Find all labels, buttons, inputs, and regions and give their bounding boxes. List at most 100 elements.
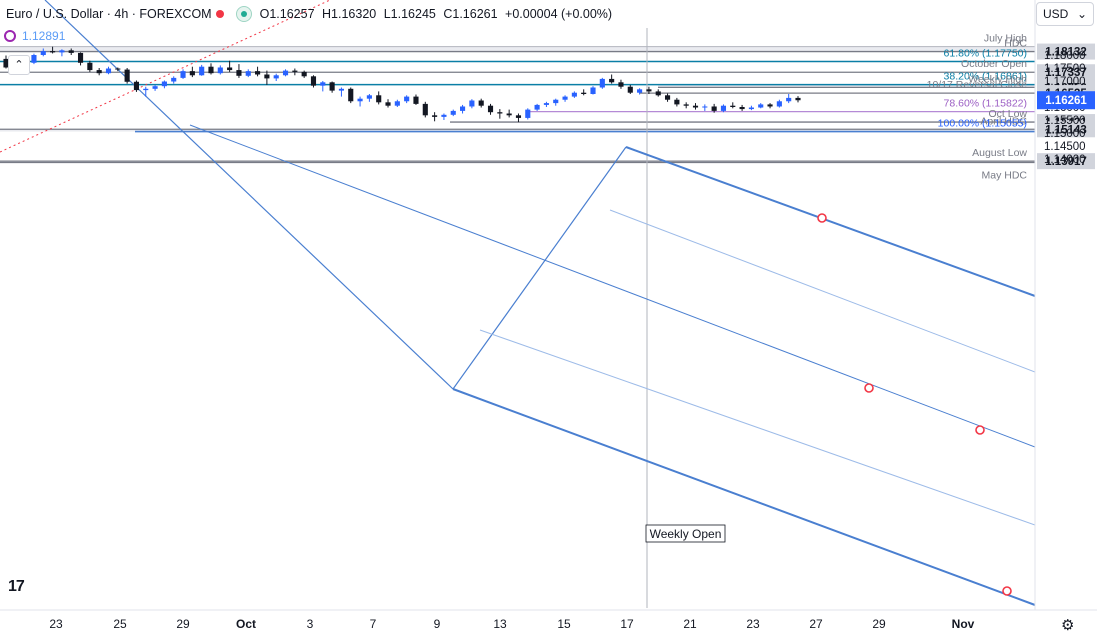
candle-body bbox=[683, 104, 689, 106]
x-tick-label: 7 bbox=[370, 617, 377, 631]
x-tick-label: 13 bbox=[493, 617, 507, 631]
x-tick-label: 17 bbox=[620, 617, 634, 631]
october-open-label: October Open bbox=[961, 58, 1027, 70]
candle-body bbox=[637, 89, 643, 93]
x-tick-label: 27 bbox=[809, 617, 823, 631]
channel-quarter-line bbox=[609, 209, 1035, 373]
april-hdc-price-tag-text: 1.15143 bbox=[1045, 124, 1087, 136]
x-tick-label: 23 bbox=[746, 617, 760, 631]
hdc-zone bbox=[0, 46, 1035, 52]
low-value: L1.16245 bbox=[383, 7, 436, 21]
last-price-text: 1.16261 bbox=[1045, 95, 1087, 107]
fib-382-label: 38.20% (1.16861) bbox=[944, 71, 1027, 83]
candle-body bbox=[776, 101, 782, 107]
candle-body bbox=[282, 70, 289, 76]
y-tick-label: 1.14500 bbox=[1044, 141, 1086, 153]
candle-body bbox=[96, 70, 102, 74]
weekly-open-label: Weekly Open bbox=[650, 527, 722, 541]
april-hdc-marker bbox=[975, 425, 985, 435]
candle-body bbox=[310, 76, 317, 86]
collapse-legend-button[interactable]: ⌃ bbox=[8, 55, 30, 75]
candle-body bbox=[478, 100, 484, 106]
candle-body bbox=[543, 103, 549, 105]
candle-body bbox=[748, 107, 754, 110]
candle-body bbox=[720, 105, 727, 111]
candle-body bbox=[758, 104, 764, 108]
x-tick-label: 23 bbox=[49, 617, 63, 631]
candle-body bbox=[50, 51, 56, 53]
august-low-price-tag-text: 1.13917 bbox=[1045, 156, 1087, 168]
candle-body bbox=[152, 86, 158, 89]
candle-body bbox=[702, 106, 708, 108]
symbol-title[interactable]: Euro / U.S. Dollar · 4h · FOREXCOM bbox=[6, 7, 212, 21]
candle-body bbox=[450, 110, 456, 115]
ohlc-readout: O1.16257 H1.16320 L1.16245 C1.16261 +0.0… bbox=[260, 7, 616, 21]
candle-body bbox=[68, 50, 74, 53]
august-low-price-tag bbox=[1037, 153, 1095, 170]
y-tick-label: 1.17500 bbox=[1044, 63, 1086, 75]
indicator-icon bbox=[4, 30, 16, 42]
candle-body bbox=[217, 67, 223, 74]
x-tick-label: 29 bbox=[872, 617, 886, 631]
candle-body bbox=[273, 75, 279, 79]
candle-body bbox=[366, 95, 372, 99]
august-low-label: August Low bbox=[972, 147, 1027, 159]
candle-body bbox=[180, 71, 186, 78]
x-tick-label: Nov bbox=[952, 617, 975, 631]
candle-body bbox=[487, 105, 494, 113]
hdc-price-tag-text: 1.18132 bbox=[1045, 47, 1087, 59]
candle-body bbox=[618, 82, 624, 87]
hdc-price-tag bbox=[1037, 43, 1095, 60]
data-status-icon[interactable] bbox=[235, 6, 252, 22]
candle-body bbox=[338, 88, 344, 91]
candle-body bbox=[571, 92, 577, 97]
candle-body bbox=[227, 67, 233, 71]
candle-body bbox=[767, 104, 773, 107]
candle-body bbox=[385, 102, 391, 106]
x-tick-label: 29 bbox=[176, 617, 190, 631]
may-hdc-label: May HDC bbox=[981, 170, 1027, 182]
indicator-value: 1.12891 bbox=[22, 29, 66, 43]
gear-icon[interactable]: ⚙ bbox=[1061, 617, 1075, 634]
candle-body bbox=[105, 68, 112, 74]
y-tick-label: 1.18000 bbox=[1044, 50, 1086, 62]
candle-body bbox=[264, 74, 270, 79]
channel-upper-line bbox=[625, 146, 1035, 297]
hdc-label: HDC bbox=[1004, 38, 1027, 50]
channel-upper-line-left bbox=[44, 0, 454, 390]
oct-low-marker bbox=[864, 383, 874, 393]
candle-body bbox=[255, 71, 261, 75]
candle-body bbox=[357, 98, 363, 102]
last-price-tag bbox=[1037, 91, 1095, 110]
candle-body bbox=[394, 101, 400, 106]
tradingview-logo[interactable]: 17 bbox=[8, 578, 25, 595]
x-tick-label: 25 bbox=[113, 617, 127, 631]
candle-body bbox=[609, 78, 615, 83]
x-tick-label: Oct bbox=[236, 617, 256, 631]
candle-body bbox=[236, 70, 242, 76]
indicator-legend[interactable]: 1.12891 bbox=[4, 29, 65, 43]
candle-body bbox=[525, 109, 531, 118]
candle-body bbox=[739, 107, 745, 110]
july-high-label: July High bbox=[984, 33, 1027, 45]
candle-body bbox=[469, 100, 475, 107]
y-tick-label: 1.15500 bbox=[1044, 115, 1086, 127]
high-value: H1.16320 bbox=[322, 7, 377, 21]
x-tick-label: 21 bbox=[683, 617, 697, 631]
candle-body bbox=[199, 66, 205, 76]
candle-body bbox=[581, 92, 587, 94]
august-low-zone bbox=[0, 161, 1035, 163]
currency-label: USD bbox=[1043, 7, 1069, 21]
fib-786-label: 78.60% (1.15822) bbox=[944, 98, 1027, 110]
candle-body bbox=[329, 82, 335, 91]
y-tick-label: 1.14000 bbox=[1044, 154, 1086, 166]
april-hdc-zone bbox=[0, 129, 1035, 132]
open-value: O1.16257 bbox=[259, 7, 315, 21]
candle-body bbox=[664, 95, 671, 100]
april-hdc-price-tag bbox=[1037, 121, 1095, 138]
change-value: +0.00004 (+0.00%) bbox=[505, 7, 613, 21]
channel-lower-quarter-line bbox=[479, 329, 1035, 526]
x-tick-label: 3 bbox=[307, 617, 314, 631]
currency-selector[interactable]: USD ⌄ bbox=[1036, 2, 1094, 26]
